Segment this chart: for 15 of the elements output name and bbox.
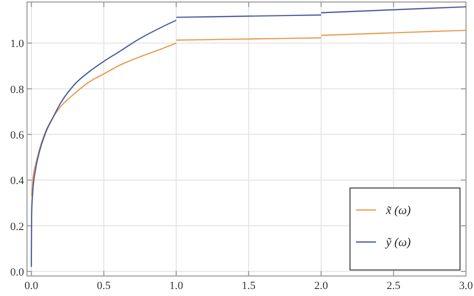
legend-label: ỹ (ω) — [385, 235, 411, 249]
x-tick-label: 0.0 — [24, 280, 39, 292]
y-tick-label: 0.0 — [10, 266, 24, 278]
x-tick-label: 2.5 — [386, 280, 401, 292]
y-tick-label: 0.2 — [10, 220, 24, 233]
y-tick-label: 0.4 — [10, 175, 24, 188]
legend-label: x̃ (ω) — [385, 203, 411, 217]
x-tick-label: 0.5 — [96, 280, 112, 292]
x-tick-label: 2.0 — [314, 280, 328, 292]
y-tick-label: 0.6 — [10, 129, 24, 142]
x-tick-label: 3.0 — [459, 280, 474, 292]
y-tick-label: 0.8 — [10, 84, 24, 96]
x-tick-label: 1.0 — [169, 280, 184, 292]
x-tick-label: 1.5 — [242, 280, 256, 292]
y-tick-label: 1.0 — [10, 38, 24, 50]
